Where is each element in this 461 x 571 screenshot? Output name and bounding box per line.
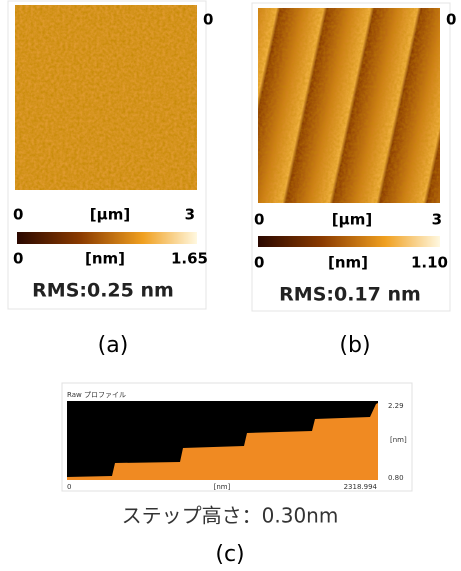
profile-title: Raw プロファイル xyxy=(67,391,126,399)
x-unit: [μm] xyxy=(90,206,130,224)
colorbar xyxy=(17,232,197,244)
rms: RMS:0.17 nm xyxy=(279,284,421,306)
caption: (b) xyxy=(339,333,370,358)
caption: (a) xyxy=(98,333,129,358)
cb-min: 0 xyxy=(13,250,23,268)
caption: (c) xyxy=(215,542,244,567)
x-min: 0 xyxy=(254,211,264,229)
x-max: 3 xyxy=(432,211,442,229)
figure: 0 0 [μm] 3 0 [nm] 1.65 RMS:0.25 nm (a) 0… xyxy=(0,0,461,571)
rms: RMS:0.25 nm xyxy=(32,280,174,302)
y-max: 2.29 xyxy=(388,402,404,410)
x-min: 0 xyxy=(67,483,71,491)
afm-texture xyxy=(15,5,197,190)
page: {"panel_a": {"corner_label": "0", "x_axi… xyxy=(0,0,461,571)
step-height: ステップ高さ：0.30nm xyxy=(122,504,339,528)
y-min: 0.80 xyxy=(388,474,404,482)
x-max: 3 xyxy=(185,206,195,224)
cb-unit: [nm] xyxy=(85,250,125,268)
corner-label: 0 xyxy=(446,11,456,29)
colorbar xyxy=(258,236,440,247)
afm-texture xyxy=(258,8,440,203)
x-unit: [μm] xyxy=(332,211,372,229)
cb-unit: [nm] xyxy=(328,254,368,272)
y-unit: [nm] xyxy=(390,436,407,444)
cb-min: 0 xyxy=(254,254,264,272)
x-max: 2318.994 xyxy=(344,483,378,491)
x-unit: [nm] xyxy=(214,483,231,491)
x-min: 0 xyxy=(13,206,23,224)
corner-label: 0 xyxy=(203,11,213,29)
cb-max: 1.10 xyxy=(411,254,448,272)
cb-max: 1.65 xyxy=(171,250,208,268)
